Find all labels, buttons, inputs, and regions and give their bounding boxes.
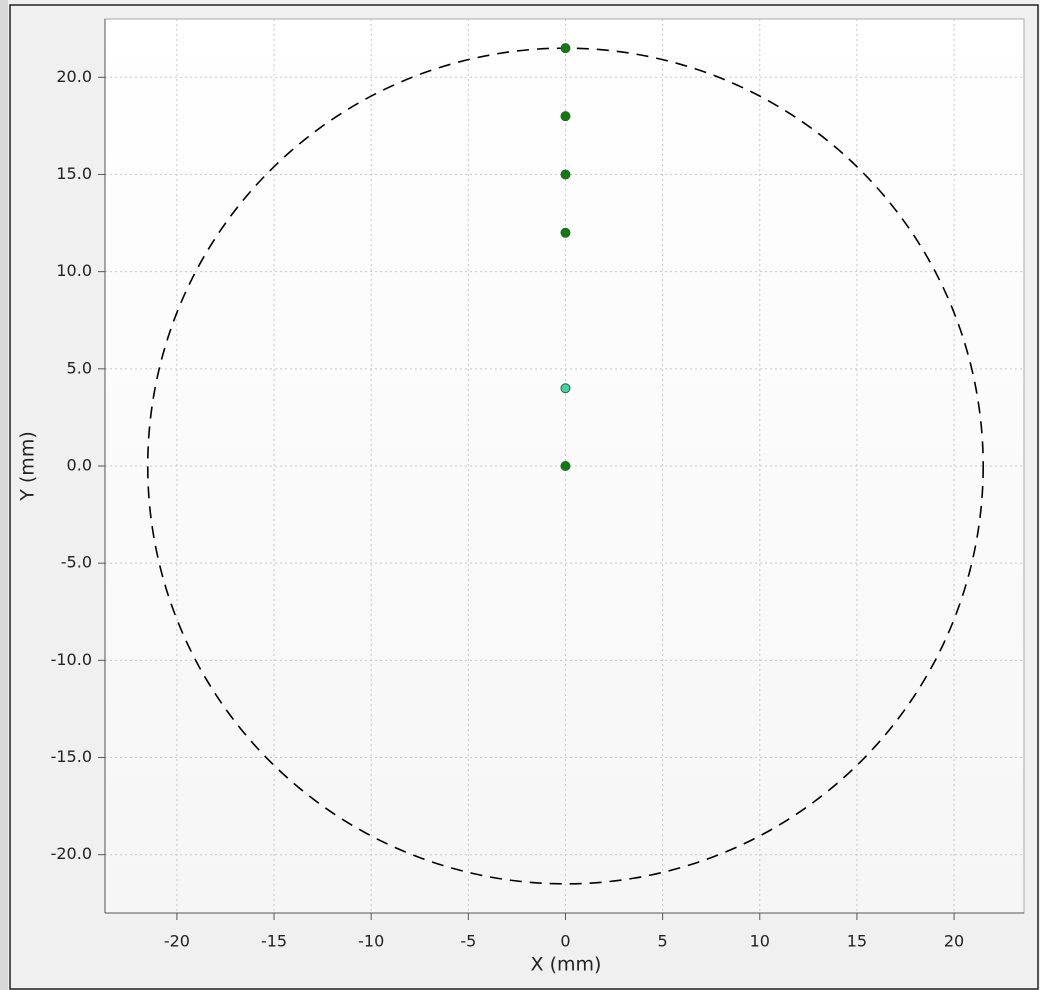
x-tick-label: -15 — [261, 932, 287, 951]
y-tick-label: 20.0 — [56, 67, 92, 86]
x-tick-label: -5 — [460, 932, 476, 951]
x-tick-label: 5 — [658, 932, 668, 951]
y-tick-label: -20.0 — [51, 844, 92, 863]
y-tick-label: -15.0 — [51, 747, 92, 766]
x-tick-label: 10 — [750, 932, 770, 951]
y-tick-label: 5.0 — [67, 358, 92, 377]
y-tick-label: 10.0 — [56, 261, 92, 280]
y-tick-label: -5.0 — [61, 553, 92, 572]
x-tick-label: 15 — [847, 932, 867, 951]
x-tick-label: -20 — [164, 932, 190, 951]
y-axis-title: Y (mm) — [17, 431, 39, 502]
y-tick-label: -10.0 — [51, 650, 92, 669]
x-tick-label: -10 — [358, 932, 384, 951]
x-tick-label: 20 — [944, 932, 964, 951]
data-point — [560, 461, 571, 471]
x-tick-label: 0 — [560, 932, 570, 951]
data-point — [560, 383, 571, 394]
x-axis-title: X (mm) — [531, 954, 602, 976]
data-point — [560, 169, 571, 180]
y-tick-label: 15.0 — [56, 164, 92, 183]
data-point — [560, 227, 571, 238]
side-strip — [0, 0, 8, 990]
data-point — [560, 111, 571, 122]
data-point — [560, 43, 571, 54]
y-tick-label: 0.0 — [67, 456, 92, 475]
